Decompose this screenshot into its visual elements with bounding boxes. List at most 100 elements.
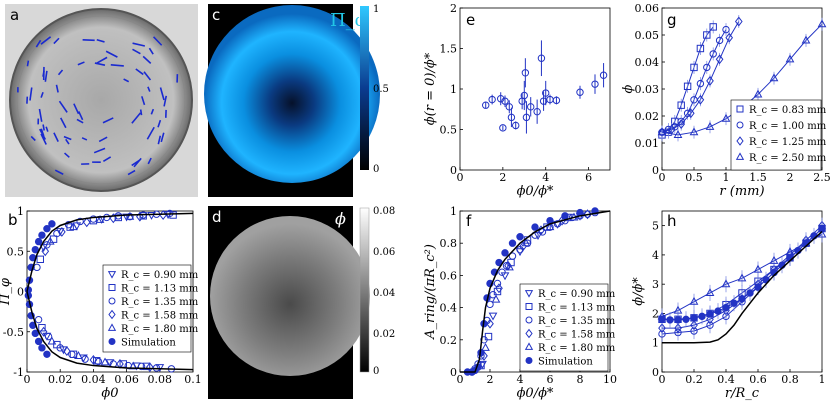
- data-point: [753, 89, 763, 98]
- data-point: [583, 209, 592, 220]
- legend-label: R_c = 1.00 mm: [749, 121, 827, 132]
- colorbar-phi-label-3: 0.02: [373, 329, 395, 340]
- data-point: [531, 223, 539, 231]
- data-point: [817, 19, 827, 28]
- data-point: [491, 294, 501, 303]
- data-point: [738, 295, 746, 303]
- legend-label: R_c = 0.90 mm: [121, 270, 199, 281]
- x-tick-label: 4: [517, 373, 524, 386]
- legend-marker: [525, 328, 533, 339]
- data-point: [49, 235, 58, 243]
- trajectory-segment: [29, 87, 33, 101]
- x-tick-label: 0.1: [184, 373, 202, 386]
- panel-g-chart: 0 0.5 1 1.5 2 2.5 0 0.01 0.02 0.03 0.04 0.05 0.06 r (…: [621, 2, 830, 199]
- data-point: [95, 214, 105, 223]
- data-point: [537, 225, 545, 236]
- panel-letter-b: b: [8, 211, 18, 229]
- trajectory-segment: [63, 135, 72, 141]
- data-point: [561, 212, 569, 220]
- legend-label: R_c = 1.35 mm: [538, 316, 616, 327]
- data-point: [690, 320, 698, 331]
- trajectory-overlay: [17, 36, 179, 176]
- legend-marker: [736, 136, 744, 146]
- data-point: [489, 291, 497, 299]
- trajectory-segment: [42, 124, 45, 131]
- trajectory-segment: [77, 61, 85, 66]
- legend-label: R_c = 1.13 mm: [121, 284, 199, 295]
- y-axis-label: ϕ/ϕ*: [631, 277, 646, 306]
- x-tick-label: 0.2: [685, 373, 703, 386]
- data-point: [706, 310, 714, 318]
- y-tick-label: 4: [652, 249, 659, 262]
- x-tick-label: 0: [659, 171, 666, 184]
- trajectory-segment: [159, 87, 165, 101]
- trajectory-segment: [65, 138, 70, 145]
- data-point: [508, 239, 517, 247]
- data-point: [89, 354, 98, 365]
- x-axis-label: ϕ0/ϕ*: [517, 184, 554, 199]
- data-point: [591, 80, 599, 88]
- x-axis-label: ϕ0: [101, 386, 118, 401]
- data-point: [576, 88, 584, 96]
- y-tick-label: 0.03: [635, 83, 660, 96]
- data-point: [599, 71, 608, 79]
- panel-d-image: d ϕ 0.08 0.06 0.04 0.02 0: [208, 206, 395, 399]
- data-point: [690, 63, 698, 72]
- data-point: [122, 213, 131, 222]
- data-point: [100, 357, 110, 366]
- data-point: [508, 252, 517, 260]
- x-tick-label: 0.04: [81, 373, 106, 386]
- trajectory-segment: [132, 42, 146, 47]
- data-point: [56, 344, 64, 352]
- data-point: [499, 124, 507, 132]
- data-point: [696, 44, 705, 53]
- legend-box: [102, 264, 192, 353]
- data-point: [481, 342, 490, 351]
- data-point: [674, 323, 682, 334]
- x-tick-label: 4: [542, 171, 549, 184]
- trajectory-segment: [135, 68, 144, 76]
- trajectory-segment: [73, 103, 80, 115]
- legend-label: R_c = 0.90 mm: [538, 289, 616, 300]
- data-point: [105, 359, 115, 368]
- panel-c-image: c Π_φ 1 0.5 0: [204, 4, 389, 197]
- trajectory-segment: [38, 108, 43, 122]
- panel-a-image: a: [5, 4, 198, 197]
- data-point: [155, 364, 165, 373]
- trajectory-segment: [40, 91, 44, 98]
- legend-marker: [525, 357, 533, 364]
- data-point: [34, 337, 43, 346]
- data-point: [521, 69, 530, 77]
- data-point: [801, 35, 811, 44]
- y-tick-label: 0: [450, 366, 457, 379]
- legend: R_c = 0.90 mm R_c = 1.13 mm R_c = 1.35 mm R…: [519, 283, 616, 372]
- legend-label: R_c = 0.83 mm: [749, 105, 827, 116]
- x-tick-label: 0.5: [685, 171, 703, 184]
- legend: R_c = 0.83 mm R_c = 1.00 mm R_c = 1.25 mm R…: [730, 99, 827, 171]
- trajectory-segment: [133, 157, 142, 168]
- data-point: [666, 316, 674, 324]
- data-point: [705, 288, 715, 297]
- legend-marker: [524, 290, 534, 298]
- data-point: [486, 318, 494, 329]
- legend-marker: [108, 284, 116, 291]
- series-Rc=1.80mm: [481, 212, 579, 351]
- colorbar-phi-label-2: 0.04: [373, 288, 395, 299]
- data-point: [505, 103, 513, 111]
- data-point: [658, 323, 666, 334]
- trajectory-segment: [45, 126, 49, 132]
- data-point: [533, 107, 541, 116]
- data-point: [81, 355, 89, 363]
- data-point: [498, 268, 506, 276]
- trajectory-segment: [95, 56, 108, 65]
- density-map: [210, 216, 370, 376]
- x-tick-label: 0.8: [781, 373, 799, 386]
- trajectory-segment: [55, 84, 59, 93]
- data-point: [696, 94, 705, 105]
- data-point: [725, 32, 734, 43]
- trajectory-segment: [148, 47, 154, 55]
- y-tick-label: 0.02: [635, 110, 660, 123]
- legend-label: R_c = 1.35 mm: [121, 297, 199, 308]
- panel-e-chart: 0 2 4 6 0 0.5 1 1.5 2 ϕ0/ϕ* ϕ(r = 0)/ϕ* e: [423, 2, 611, 199]
- data-point: [501, 249, 509, 257]
